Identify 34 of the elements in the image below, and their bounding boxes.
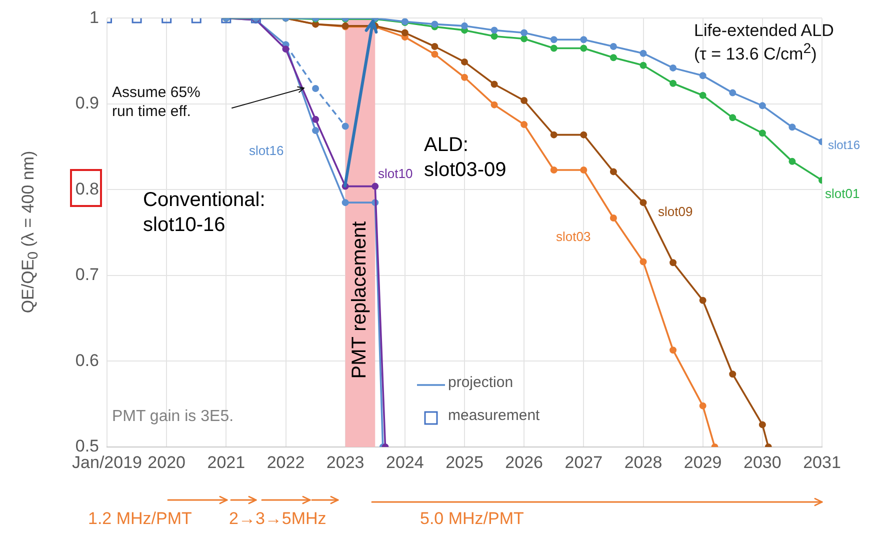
y-tick-label: 0.8 (75, 179, 99, 198)
text: slot16 (249, 143, 284, 158)
x-tick-label: 2025 (446, 452, 484, 472)
x-tick-label: 2020 (148, 452, 186, 472)
y-tick-label: 0.7 (75, 265, 99, 284)
annotation: Life-extended ALD (τ = 13.6 C/cm$^{2}$) (694, 20, 834, 66)
x-tick-label: 2022 (266, 452, 305, 472)
text: 5.0 MHz/PMT (420, 508, 524, 530)
text: 1.2 MHz/PMT (88, 508, 192, 530)
series-label: slot09 (658, 204, 693, 219)
y-tick-label: 1 (90, 8, 99, 27)
annotation: projection (448, 374, 514, 393)
x-tick-label: 2023 (326, 452, 364, 472)
x-tick-label: 2024 (386, 452, 424, 472)
band-label: PMT replacement (348, 221, 372, 379)
y-tick-label: 0.6 (75, 350, 99, 370)
x-tick-label: 2030 (744, 452, 782, 472)
text: 2→3→5MHz (229, 508, 326, 530)
x-tick-label: 2027 (564, 452, 603, 472)
annotation: Conventional: slot10-16 (143, 188, 266, 238)
x-tick-label: 2028 (624, 452, 662, 472)
series-label: slot03 (556, 229, 591, 244)
series-label: slot10 (378, 166, 413, 181)
annotation: Assume 65% run time eff. (112, 84, 200, 122)
annotation: PMT gain is 3E5. (112, 407, 234, 427)
x-tick-label: 2021 (207, 452, 246, 472)
series-label: slot01 (825, 186, 860, 201)
y-tick-label: 0.9 (75, 94, 99, 113)
x-tick-label: 2026 (505, 452, 543, 472)
annotation: ALD: slot03-09 (424, 133, 506, 183)
series-label: slot16 (828, 138, 860, 152)
x-tick-label: 2029 (684, 452, 722, 472)
x-tick-label: 2031 (803, 452, 841, 472)
annotation: measurement (448, 407, 540, 426)
